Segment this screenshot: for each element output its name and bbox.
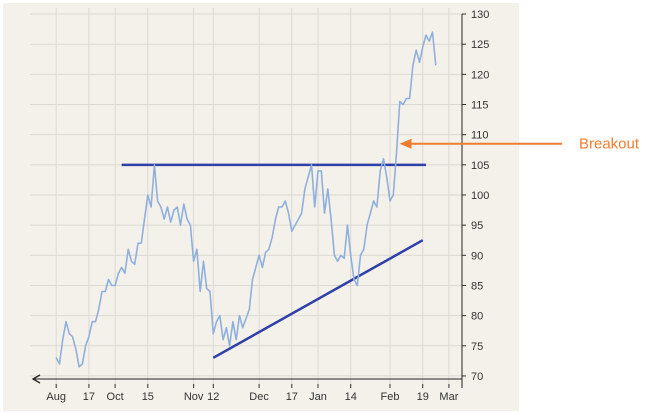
y-tick-label: 100: [471, 190, 489, 202]
price-line: [55, 31, 437, 368]
x-tick-label: 17: [286, 391, 298, 403]
y-tick-label: 95: [471, 220, 483, 232]
trendlines: [121, 163, 426, 359]
x-tick-label: Nov: [184, 391, 204, 403]
x-tick-label: Aug: [46, 391, 66, 403]
y-tick-label: 70: [471, 371, 483, 383]
y-tick-label: 110: [471, 130, 489, 142]
support-trendline: [212, 239, 424, 359]
x-tick-label: 15: [142, 391, 154, 403]
x-tick-label: Mar: [439, 391, 458, 403]
y-tick-label: 90: [471, 250, 483, 262]
breakout-arrow-icon: [399, 138, 412, 149]
y-tick-label: 125: [471, 39, 489, 51]
x-tick-label: Feb: [381, 391, 400, 403]
x-tick-label: 14: [345, 391, 357, 403]
x-tick-label: 19: [417, 391, 429, 403]
x-tick-label: Dec: [249, 391, 269, 403]
y-tick-label: 105: [471, 160, 489, 172]
x-tick-label: Oct: [107, 391, 124, 403]
y-tick-label: 80: [471, 311, 483, 323]
x-tick-label: 17: [83, 391, 95, 403]
x-tick-label: Jan: [309, 391, 327, 403]
y-tick-label: 85: [471, 280, 483, 292]
grid-lines: [30, 8, 462, 388]
y-tick-label: 75: [471, 341, 483, 353]
y-tick-label: 130: [471, 9, 489, 21]
breakout-label: Breakout: [579, 136, 640, 153]
axes: 70 75 80 85 90 95 100 105 110 115 120 125 130 Aug 17 Oc…: [31, 9, 489, 403]
y-tick-label: 115: [471, 100, 489, 112]
price-series: [55, 31, 437, 368]
y-tick-label: 120: [471, 69, 489, 81]
plot-background: [3, 3, 519, 411]
annotations: Breakout: [399, 136, 640, 153]
x-tick-label: 12: [207, 391, 219, 403]
x-axis-arrow-icon: [31, 374, 41, 384]
